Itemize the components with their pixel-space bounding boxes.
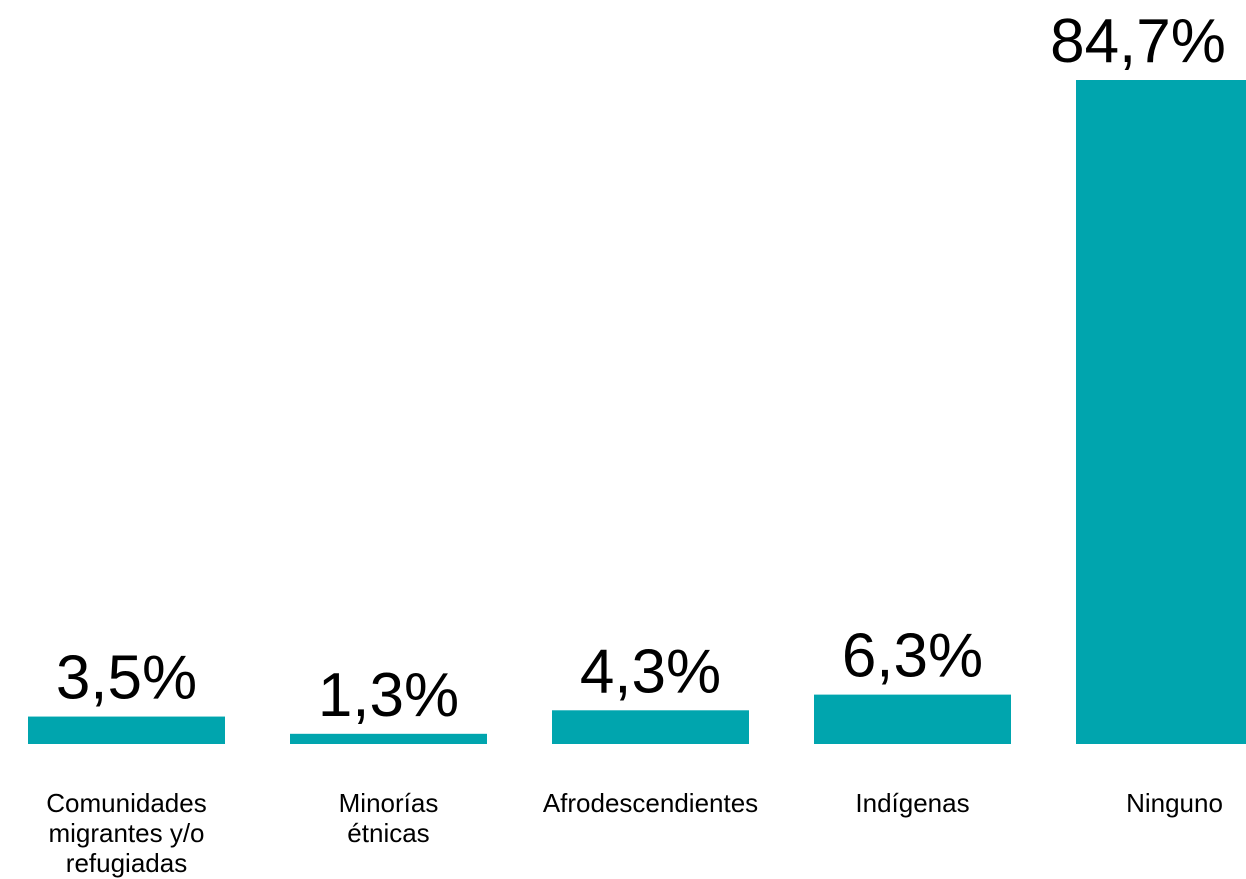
category-label-3-line-0: Indígenas — [855, 788, 969, 818]
bars-group — [28, 80, 1246, 744]
category-label-0-line-2: refugiadas — [66, 848, 187, 878]
value-label-3: 6,3% — [842, 622, 983, 691]
category-label-1-line-1: étnicas — [347, 818, 429, 848]
category-label-2-line-0: Afrodescendientes — [543, 788, 758, 818]
category-label-0-line-0: Comunidades — [46, 788, 206, 818]
category-label-1-line-0: Minorías — [339, 788, 439, 818]
bar-0 — [28, 716, 225, 744]
category-label-4-line-0: Ninguno — [1126, 788, 1223, 818]
bar-1 — [290, 733, 487, 744]
value-label-1: 1,3% — [318, 661, 459, 730]
value-labels-group: 3,5% 1,3% 4,3% 6,3% 84,7% — [56, 7, 1226, 730]
value-label-4: 84,7% — [1050, 7, 1226, 76]
bar-3 — [814, 694, 1011, 744]
category-label-0-line-1: migrantes y/o — [48, 818, 204, 848]
bar-2 — [552, 710, 749, 744]
value-label-2: 4,3% — [580, 637, 721, 706]
bar-4 — [1076, 80, 1246, 744]
value-label-0: 3,5% — [56, 644, 197, 713]
